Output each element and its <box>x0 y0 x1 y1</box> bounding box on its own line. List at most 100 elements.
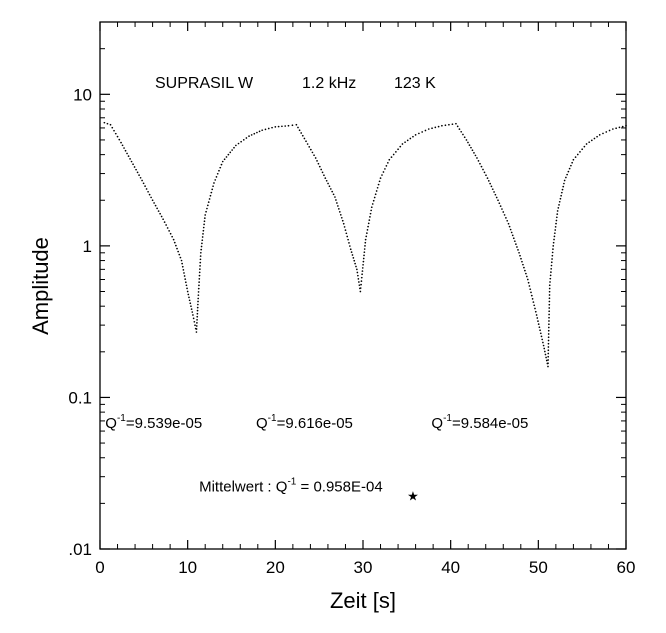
data-point <box>258 130 261 133</box>
data-point <box>509 228 512 231</box>
data-point <box>519 254 521 257</box>
data-point <box>362 257 365 260</box>
data-point <box>463 136 466 139</box>
data-point <box>550 264 553 267</box>
y-tick-label: 1 <box>83 237 92 256</box>
data-point <box>502 211 505 213</box>
data-point <box>579 151 581 153</box>
data-point <box>188 296 190 299</box>
data-point <box>538 326 541 329</box>
data-point <box>345 232 348 235</box>
data-point <box>593 137 596 140</box>
data-point <box>390 156 393 158</box>
data-point <box>196 312 199 315</box>
data-point <box>354 262 356 265</box>
data-point <box>336 202 338 204</box>
data-point <box>225 156 228 158</box>
data-point <box>382 171 385 173</box>
data-point <box>206 204 209 207</box>
data-point <box>499 205 502 207</box>
data-point <box>498 202 501 205</box>
data-point <box>141 179 143 182</box>
data-point <box>558 204 560 206</box>
data-point <box>456 125 459 128</box>
data-point <box>321 171 324 174</box>
data-point <box>490 185 493 188</box>
annotation-q-1: Q-1=9.539e-05 <box>105 413 202 432</box>
data-point <box>195 328 198 330</box>
data-point <box>181 262 183 265</box>
data-point <box>242 138 245 141</box>
data-point <box>199 261 202 264</box>
data-point <box>139 176 142 179</box>
data-point <box>157 210 160 212</box>
data-point <box>181 265 184 268</box>
data-point <box>184 278 187 280</box>
data-point <box>202 226 205 229</box>
data-point <box>524 269 526 272</box>
data-point <box>503 214 506 216</box>
data-point <box>406 139 409 142</box>
data-point <box>553 235 556 238</box>
data-point <box>566 173 568 176</box>
data-point <box>183 272 185 274</box>
data-point <box>216 172 219 175</box>
data-point <box>530 291 532 294</box>
data-point <box>203 220 206 223</box>
data-point <box>427 128 430 130</box>
data-point <box>284 125 287 127</box>
data-point <box>129 158 131 160</box>
data-point <box>602 132 604 135</box>
data-point <box>364 245 366 247</box>
data-point <box>219 166 222 169</box>
data-point <box>561 188 564 191</box>
data-point <box>547 336 550 339</box>
data-point <box>378 180 381 183</box>
header-frequency: 1.2 kHz <box>302 75 356 92</box>
data-point <box>197 303 199 306</box>
data-point <box>135 168 137 171</box>
data-point <box>434 126 437 129</box>
data-point <box>547 339 550 342</box>
data-point <box>548 284 551 287</box>
data-point <box>460 130 463 133</box>
data-point <box>468 144 471 146</box>
data-point <box>548 316 550 319</box>
data-point <box>612 128 614 130</box>
data-point <box>547 346 550 348</box>
data-point <box>451 123 454 126</box>
data-point <box>233 146 235 149</box>
data-point <box>248 135 250 137</box>
data-point <box>529 288 532 291</box>
data-point <box>510 231 513 234</box>
data-point <box>494 193 497 196</box>
data-point <box>370 206 373 209</box>
data-point <box>554 225 557 228</box>
data-point <box>608 129 611 132</box>
data-point <box>103 121 106 124</box>
data-point <box>388 158 391 161</box>
data-point <box>245 137 248 139</box>
data-point <box>300 132 303 134</box>
data-point <box>327 182 329 185</box>
data-point <box>172 238 175 241</box>
data-point <box>515 243 517 245</box>
data-point <box>148 193 151 196</box>
data-point <box>163 221 166 223</box>
data-point <box>340 216 343 219</box>
data-point <box>404 141 406 144</box>
data-point <box>516 246 518 248</box>
data-point <box>195 325 198 327</box>
data-point <box>534 310 537 313</box>
data-point <box>526 278 529 281</box>
data-point <box>200 245 203 248</box>
data-point <box>474 154 477 157</box>
data-point <box>153 202 155 204</box>
data-point <box>364 238 367 241</box>
annotation-q-2: Q-1=9.616e-05 <box>256 413 353 432</box>
data-point <box>363 248 366 250</box>
data-point <box>547 333 550 335</box>
data-point <box>132 163 134 166</box>
data-point <box>483 171 486 174</box>
data-point <box>414 134 417 136</box>
